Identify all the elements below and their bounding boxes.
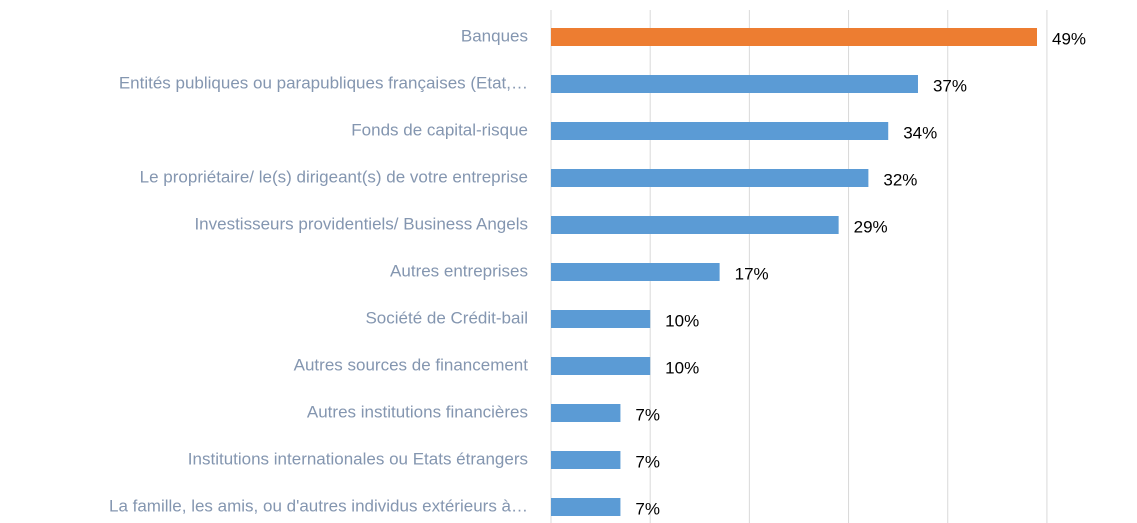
value-label: 7% [635,405,660,424]
category-label: Investisseurs providentiels/ Business An… [194,214,528,233]
category-label: Entités publiques ou parapubliques franç… [119,73,528,92]
value-label: 37% [933,76,967,95]
bar [551,263,720,281]
value-label: 32% [883,170,917,189]
category-label: La famille, les amis, ou d'autres indivi… [109,496,528,515]
value-label: 10% [665,358,699,377]
bar [551,122,889,140]
category-label: Fonds de capital-risque [351,120,528,139]
value-label: 7% [635,499,660,518]
category-label: Institutions internationales ou Etats ét… [188,449,528,468]
value-label: 17% [735,264,769,283]
value-label: 34% [903,123,937,142]
value-label: 10% [665,311,699,330]
bar [551,216,839,234]
value-label: 29% [854,217,888,236]
bar [551,357,651,375]
category-label: Autres entreprises [390,261,528,280]
bar [551,404,621,422]
category-label: Le propriétaire/ le(s) dirigeant(s) de v… [140,167,528,186]
bar [551,75,918,93]
value-label: 49% [1052,29,1086,48]
bar [551,451,621,469]
category-label: Autres institutions financières [307,402,528,421]
bar [551,310,651,328]
value-label: 7% [635,452,660,471]
bar [551,169,869,187]
category-label: Société de Crédit-bail [365,308,528,327]
category-label: Autres sources de financement [294,355,529,374]
bar [551,498,621,516]
category-label: Banques [461,26,528,45]
bar [551,28,1037,46]
